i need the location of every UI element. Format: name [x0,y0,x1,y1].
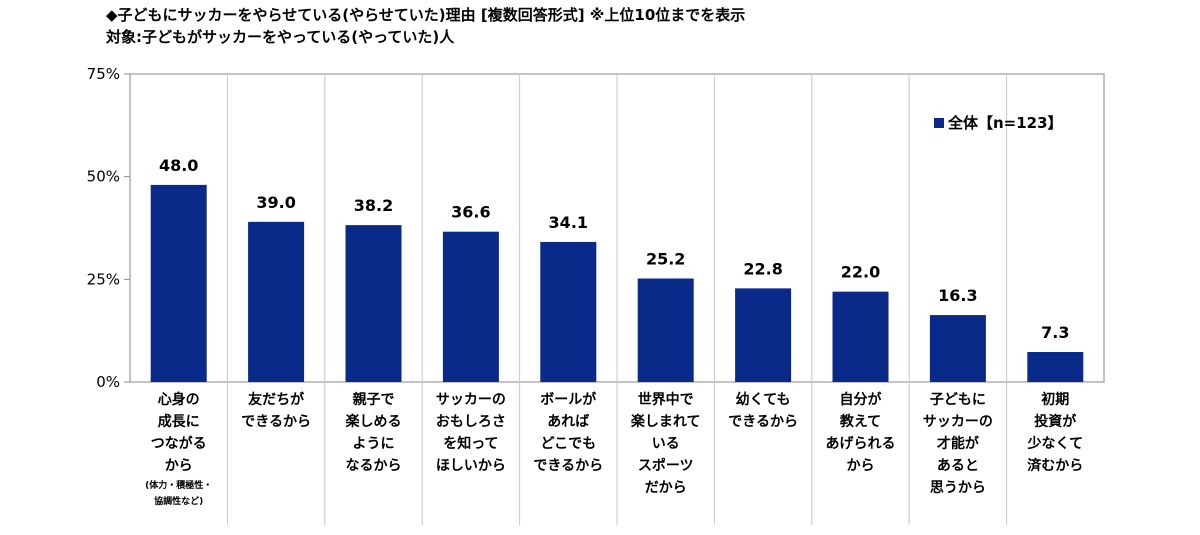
bar [150,184,207,382]
chart-title: ◆子どもにサッカーをやらせている(やらせていた)理由 [複数回答形式] ※上位1… [106,6,746,24]
x-category-label: 楽しめる [345,413,402,430]
x-category-label: あげられる [826,436,896,452]
bar [540,241,597,382]
chart-subtitle: 対象:子どもがサッカーをやっている(やっていた)人 [106,28,455,46]
x-category-label: できるから [728,414,798,430]
x-category-label: 済むから [1027,457,1083,474]
x-category-label: あれば [547,414,589,430]
x-category-note: 協調性など) [154,495,203,507]
x-category-label: なるから [346,458,402,474]
x-category-label: できるから [533,458,603,474]
x-category-label: サッカーの [923,414,993,430]
x-category-label: から [165,458,193,474]
x-category-label: 教えて [840,413,881,430]
x-category-label: から [847,458,875,474]
value-label: 7.3 [1041,323,1069,342]
x-category-label: おもしろさ [436,414,506,430]
value-label: 36.6 [451,203,490,222]
x-category-label: を知って [443,435,498,452]
bar [735,288,792,382]
bar [832,291,889,382]
x-category-label: どこでも [541,436,597,452]
y-tick-label: 75% [87,65,120,83]
value-label: 16.3 [938,286,977,305]
value-label: 22.8 [743,259,782,278]
x-category-label: 成長に [158,413,200,430]
value-label: 39.0 [256,193,295,212]
x-category-label: 友だちが [248,391,305,408]
bar [345,225,402,382]
x-category-label: 幼くても [736,391,791,408]
x-category-label: だから [645,480,687,496]
legend-label: 全体【n=123】 [948,114,1063,132]
x-category-label: 少なくて [1027,435,1084,452]
y-tick-label: 50% [87,168,120,186]
bar [929,315,986,382]
y-tick-label: 0% [96,373,120,391]
bar [637,278,694,382]
x-category-label: 子どもに [930,392,986,408]
x-category-label: 投資が [1034,413,1077,430]
x-category-label: つながる [151,435,207,452]
bar [1027,352,1084,382]
x-category-label: 親子で [353,391,395,408]
value-label: 22.0 [841,263,880,282]
value-label: 25.2 [646,250,685,269]
bar [248,221,305,382]
x-category-label: ように [353,436,395,452]
x-category-label: 心身の [158,391,200,408]
x-category-label: スポーツ [638,457,694,474]
x-category-label: 初期 [1041,391,1069,408]
x-category-label: あると [937,458,979,474]
x-category-label: サッカーの [436,392,506,408]
legend-swatch [934,117,944,128]
value-label: 38.2 [354,196,393,215]
x-category-label: 自分が [840,391,883,408]
x-category-label: 楽しまれて [630,413,701,430]
y-tick-label: 25% [87,270,120,288]
value-label: 34.1 [549,213,588,232]
x-category-label: 世界中で [638,391,694,408]
x-category-label: 思うから [930,480,986,496]
value-label: 48.0 [159,156,198,175]
legend: 全体【n=123】 [934,112,1063,133]
x-category-label: ほしいから [436,458,506,474]
x-category-label: いる [652,436,680,452]
x-category-label: ボールが [540,391,597,408]
x-category-label: できるから [241,414,311,430]
x-category-label: 才能が [937,435,980,452]
x-category-note: (体力・積極性・ [145,479,212,491]
bar [442,231,499,382]
